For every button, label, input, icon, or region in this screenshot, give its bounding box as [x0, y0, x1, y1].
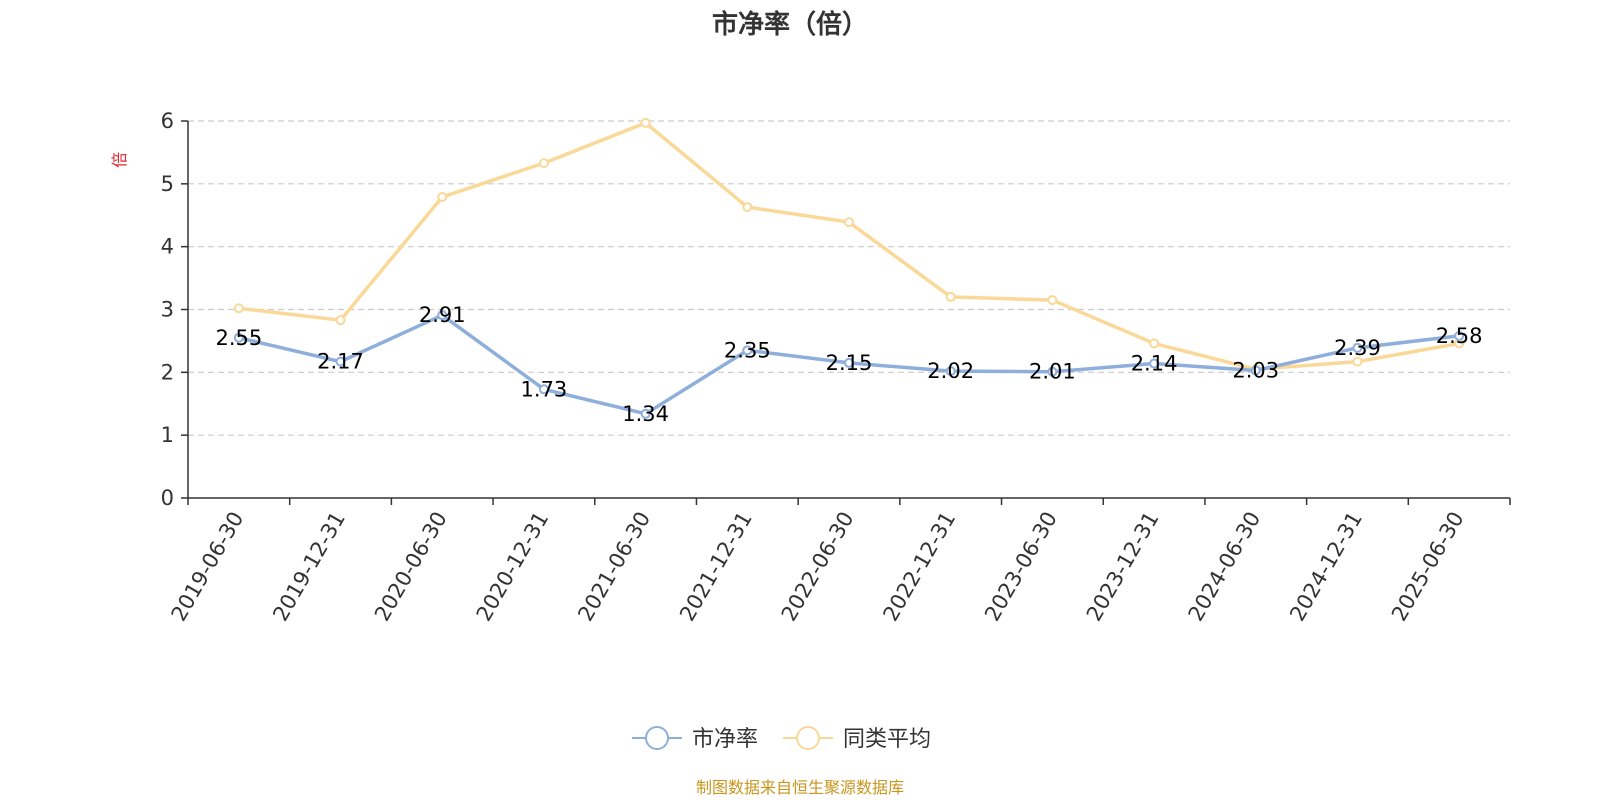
legend-circle-icon: [796, 726, 820, 750]
y-tick-label: 2: [161, 360, 174, 384]
x-tick-label: 2023-12-31: [1082, 508, 1164, 626]
x-tick-label: 2021-12-31: [675, 508, 757, 626]
x-tick-label: 2023-06-30: [980, 508, 1062, 626]
x-tick-label: 2021-06-30: [573, 508, 655, 626]
data-point[interactable]: [1047, 295, 1058, 306]
data-point[interactable]: [335, 356, 346, 367]
data-point[interactable]: [335, 315, 346, 326]
data-label: 1.73: [521, 377, 568, 401]
source-note: 制图数据来自恒生聚源数据库: [696, 778, 904, 797]
series-0: [233, 310, 1465, 419]
legend-item-0[interactable]: 市净率: [632, 726, 758, 752]
data-point[interactable]: [1454, 330, 1465, 341]
y-tick-label: 5: [161, 172, 174, 196]
x-tick-label: 2025-06-30: [1387, 508, 1469, 626]
data-point[interactable]: [538, 158, 549, 169]
data-label: 2.58: [1436, 324, 1483, 348]
data-point[interactable]: [437, 192, 448, 203]
data-point[interactable]: [233, 303, 244, 314]
series-line: [238, 121, 1460, 371]
legend-circle-icon: [645, 726, 669, 750]
data-label: 2.17: [317, 350, 364, 374]
y-tick-label: 1: [161, 423, 174, 447]
data-point[interactable]: [1352, 356, 1363, 367]
x-tick-label: 2020-12-31: [472, 508, 554, 626]
x-tick-label: 2022-12-31: [878, 508, 960, 626]
x-tick-label: 2019-06-30: [167, 508, 249, 626]
y-tick-label: 3: [161, 298, 174, 322]
data-label: 2.55: [215, 326, 262, 350]
y-tick-label: 6: [161, 109, 174, 133]
data-point[interactable]: [742, 202, 753, 213]
data-point[interactable]: [945, 366, 956, 377]
x-tick-label: 2024-06-30: [1183, 508, 1265, 626]
data-point[interactable]: [844, 217, 854, 228]
data-point[interactable]: [1047, 366, 1058, 377]
data-point[interactable]: [1250, 365, 1261, 376]
data-label: 2.14: [1131, 352, 1178, 376]
data-point[interactable]: [640, 117, 651, 128]
data-point[interactable]: [437, 310, 448, 321]
data-label: 2.02: [927, 359, 974, 383]
data-point[interactable]: [742, 345, 753, 356]
y-tick-label: 4: [161, 235, 174, 259]
data-point[interactable]: [1149, 338, 1160, 349]
data-label: 1.34: [622, 402, 669, 426]
x-tick-label: 2019-12-31: [268, 508, 350, 626]
data-labels: 2.55 2.17 2.91 1.73 1.34 2.35 2.15 2.02 2.01 2.14…: [215, 303, 1482, 426]
data-point[interactable]: [1149, 358, 1160, 369]
data-point[interactable]: [538, 384, 549, 395]
x-tick-label: 2022-06-30: [777, 508, 859, 626]
data-label: 2.35: [724, 338, 771, 362]
data-label: 2.39: [1334, 336, 1381, 360]
legend-item-1[interactable]: 同类平均: [783, 726, 931, 752]
x-tick-label: 2020-06-30: [370, 508, 452, 626]
data-label: 2.91: [419, 303, 466, 327]
data-point[interactable]: [945, 291, 956, 302]
legend-label: 市净率: [692, 727, 758, 752]
x-tick-label: 2024-12-31: [1285, 508, 1367, 626]
grid-lines: [188, 120, 1510, 436]
data-point[interactable]: [233, 332, 244, 343]
data-label: 2.03: [1232, 358, 1279, 382]
chart-title: 市净率（倍）: [712, 9, 868, 40]
data-point[interactable]: [844, 357, 854, 368]
series-layer: [233, 117, 1465, 419]
y-axis-label: 倍: [110, 152, 129, 168]
legend-label: 同类平均: [843, 727, 931, 752]
data-point[interactable]: [640, 408, 651, 419]
data-point[interactable]: [1352, 342, 1363, 353]
legend[interactable]: 市净率 同类平均: [632, 726, 931, 752]
y-tick-label: 0: [161, 486, 174, 510]
data-label: 2.15: [826, 351, 873, 375]
series-1: [233, 117, 1465, 375]
data-label: 2.01: [1029, 360, 1076, 384]
